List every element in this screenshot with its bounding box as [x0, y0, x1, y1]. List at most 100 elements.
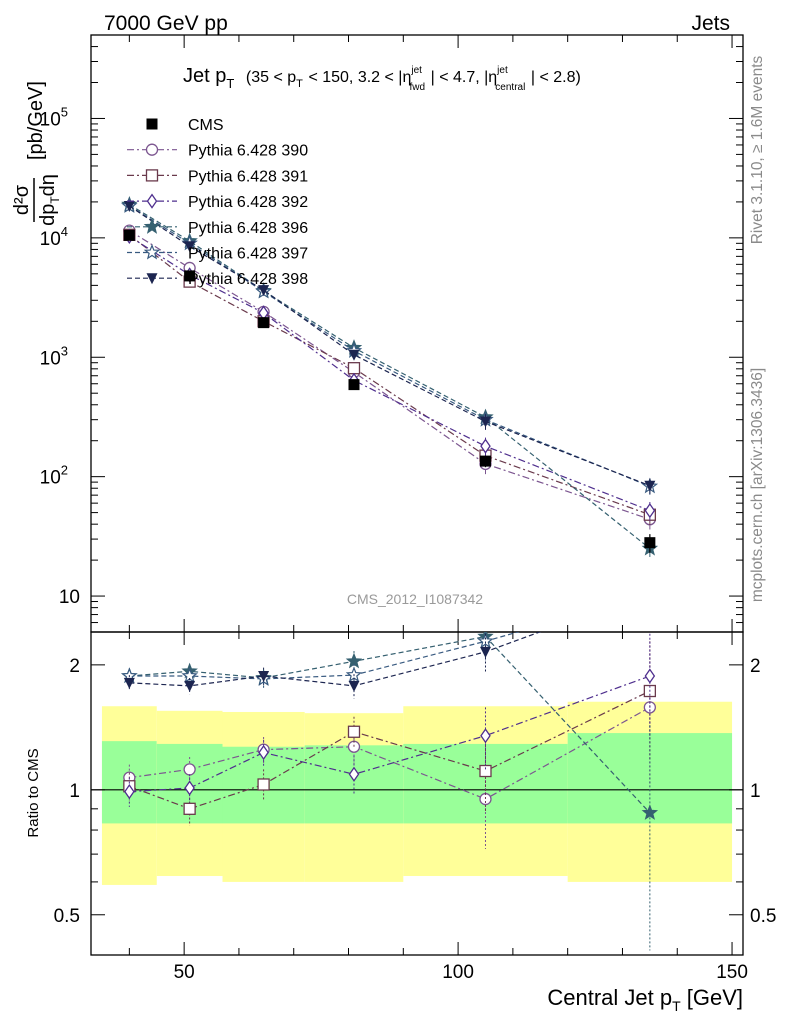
ratio-y-tick-label-right: 0.5	[750, 906, 776, 927]
legend-entry: Pythia 6.428 391	[127, 168, 308, 185]
legend-marker	[146, 193, 158, 209]
ratio-point	[644, 587, 655, 598]
legend-marker	[143, 218, 161, 234]
main-series-group	[121, 195, 659, 557]
legend-entry: Pythia 6.428 392	[127, 193, 308, 211]
header-energy: 7000 GeV pp	[104, 12, 228, 35]
ratio-point	[348, 766, 360, 782]
ratio-point	[257, 778, 270, 791]
data-point	[123, 229, 135, 241]
series-point	[348, 349, 360, 361]
legend-label: Pythia 6.428 398	[188, 271, 308, 288]
series-point	[480, 438, 491, 454]
main-panel: 10 102 103 104 105	[40, 34, 744, 955]
x-axis-label: Central Jet pT [GeV]	[547, 985, 743, 1014]
series-point	[644, 480, 656, 492]
x-tick-label: 100	[442, 962, 474, 983]
ratio-y-tick-label-right: 1	[750, 781, 761, 802]
series-line	[129, 204, 651, 550]
legend-entry: Pythia 6.428 398	[127, 271, 308, 288]
ratio-point	[644, 668, 656, 684]
rivet-label: Rivet 3.1.10, ≥ 1.6M events	[749, 55, 766, 244]
legend-marker	[146, 118, 158, 130]
ratio-point	[183, 763, 196, 776]
y-label-units: [pb/GeV]	[25, 81, 47, 160]
legend-label: Pythia 6.428 391	[188, 168, 308, 185]
ratio-point	[347, 725, 361, 738]
series-point	[184, 241, 196, 253]
ratio-panel: 50 100 150 0.5 0.5 1 1 2 2	[54, 587, 776, 983]
ratio-point	[479, 764, 492, 778]
ratio-point	[123, 677, 135, 689]
ratio-point	[184, 780, 195, 796]
data-point	[479, 455, 491, 467]
data-point	[258, 317, 270, 329]
legend-entry: Pythia 6.428 396	[127, 218, 308, 237]
y-tick-label: 102	[40, 463, 68, 489]
legend-entry: Pythia 6.428 390	[127, 143, 308, 160]
ratio-point	[480, 728, 491, 744]
ratio-point	[124, 783, 135, 800]
series-point	[347, 362, 361, 375]
legend-label: Pythia 6.428 397	[188, 246, 308, 263]
series-point	[479, 416, 491, 428]
ratio-axis-label: Ratio to CMS	[25, 748, 42, 837]
y-label-denominator: dpTdη	[37, 174, 62, 226]
series-line	[129, 205, 651, 487]
ratio-line	[129, 706, 651, 800]
ratio-series-group	[121, 587, 659, 951]
legend-label: Pythia 6.428 390	[188, 143, 308, 160]
series-line	[128, 234, 651, 516]
mcplots-label: mcplots.cern.ch [arXiv:1306.3436]	[749, 368, 766, 602]
ratio-point	[258, 671, 270, 683]
legend-label: CMS	[188, 117, 224, 134]
ratio-point	[477, 632, 494, 649]
x-tick-label: 50	[174, 962, 195, 983]
y-axis-label: d²σ dpTdη [pb/GeV]	[11, 81, 62, 226]
ratio-y-tick-label: 2	[69, 656, 80, 677]
legend-marker	[146, 273, 158, 285]
series-line	[129, 235, 651, 512]
legend-label: Pythia 6.428 396	[188, 220, 308, 237]
data-point	[644, 537, 656, 549]
series-point	[644, 502, 656, 519]
ratio-point	[184, 680, 196, 692]
ratio-point	[347, 740, 361, 753]
legend-marker	[143, 243, 161, 260]
ratio-line	[129, 632, 542, 687]
y-tick-label: 10	[59, 587, 80, 608]
legend-entry: CMS	[146, 117, 224, 134]
legend-marker	[145, 169, 159, 182]
header-jets: Jets	[691, 12, 730, 35]
y-tick-label: 103	[40, 343, 68, 369]
ratio-point	[479, 646, 491, 658]
legend-label: Pythia 6.428 392	[188, 194, 308, 211]
series-point	[258, 285, 270, 297]
data-point	[348, 379, 360, 391]
ratio-point	[348, 680, 360, 692]
ratio-line	[129, 635, 651, 814]
analysis-watermark: CMS_2012_I1087342	[347, 591, 483, 607]
legend: CMS Pythia 6.428 390 Pythia 6.428 391 Pythi…	[127, 117, 308, 288]
x-tick-label: 150	[716, 962, 748, 983]
legend-marker	[145, 143, 159, 156]
ratio-point	[641, 804, 659, 820]
series-point	[123, 200, 135, 212]
ratio-point	[258, 744, 269, 761]
ratio-y-tick-label: 1	[69, 781, 80, 802]
ratio-point	[183, 802, 196, 815]
y-tick-label: 104	[40, 224, 68, 250]
ratio-frame	[90, 631, 744, 956]
y-tick-label: 105	[40, 104, 68, 130]
ratio-y-tick-label: 0.5	[54, 906, 80, 927]
ratio-line	[129, 675, 651, 793]
ratio-y-tick-label-right: 2	[750, 656, 761, 677]
ratio-line	[129, 632, 520, 680]
plot-title: Jet pT (35 < pT < 150, 3.2 < |ηjet fwd |…	[183, 56, 581, 95]
legend-entry: Pythia 6.428 397	[127, 243, 308, 263]
data-point	[184, 270, 196, 282]
series-line	[129, 205, 651, 487]
y-label-numerator: d²σ	[11, 184, 33, 215]
series-line	[129, 230, 651, 520]
